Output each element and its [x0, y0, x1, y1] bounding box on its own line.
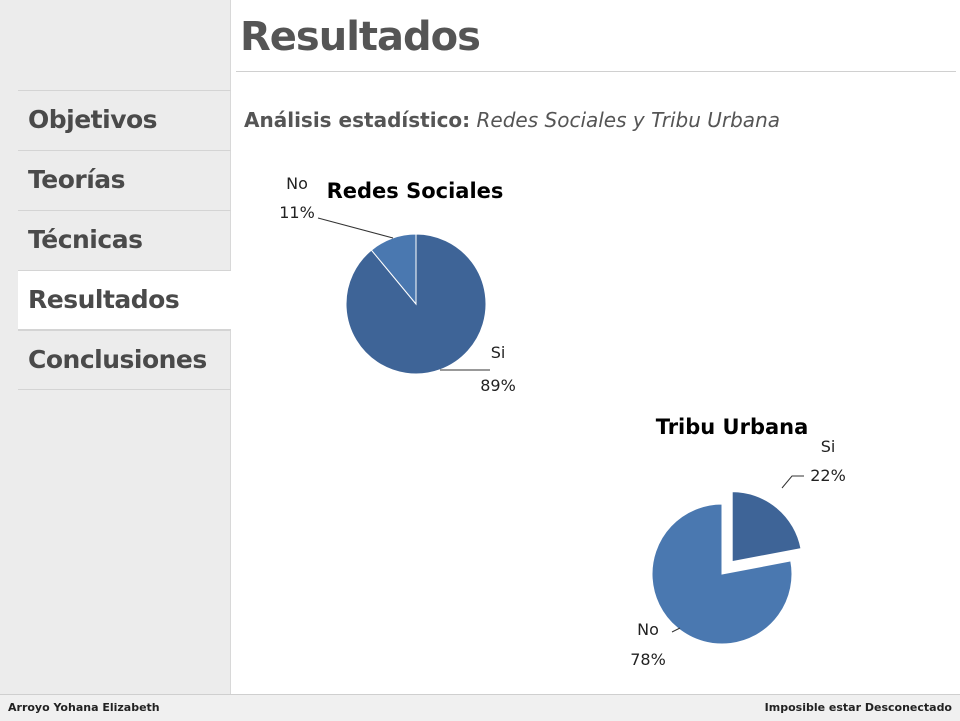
footer-tagline: Imposible estar Desconectado	[764, 701, 952, 714]
footer: Arroyo Yohana Elizabeth Imposible estar …	[0, 694, 960, 721]
sidebar-nav: Objetivos Teorías Técnicas Resultados Co…	[18, 90, 231, 390]
tribu-urbana-leader-si	[781, 475, 804, 489]
page-title: Resultados	[240, 14, 481, 60]
tribu-urbana-leader-no	[671, 627, 681, 633]
tribu-urbana-label-percent-no: 78%	[630, 650, 666, 669]
redes-sociales-label-category-si: Si	[491, 343, 506, 362]
tribu-urbana-label-category-no: No	[637, 620, 659, 639]
tribu-urbana-label-percent-si: 22%	[810, 466, 846, 485]
footer-author: Arroyo Yohana Elizabeth	[8, 701, 160, 714]
subtitle: Análisis estadístico: Redes Sociales y T…	[244, 108, 780, 132]
redes-sociales-label-percent-si: 89%	[480, 376, 516, 395]
nav-item-tecnicas[interactable]: Técnicas	[18, 210, 231, 270]
title-divider	[236, 71, 956, 72]
subtitle-value: Redes Sociales y Tribu Urbana	[476, 108, 780, 132]
nav-item-conclusiones[interactable]: Conclusiones	[18, 330, 231, 390]
tribu-urbana-slice-si	[731, 491, 802, 563]
nav-item-resultados[interactable]: Resultados	[18, 270, 231, 330]
redes-sociales-title: Redes Sociales	[327, 179, 504, 203]
sidebar: Objetivos Teorías Técnicas Resultados Co…	[0, 0, 231, 694]
tribu-urbana-slice-no	[651, 503, 793, 645]
tribu-urbana-title: Tribu Urbana	[656, 415, 809, 439]
redes-sociales-label-percent-no: 11%	[279, 203, 315, 222]
subtitle-label: Análisis estadístico:	[244, 108, 471, 132]
redes-sociales-label-category-no: No	[286, 174, 308, 193]
nav-item-objetivos[interactable]: Objetivos	[18, 90, 231, 150]
nav-item-teorias[interactable]: Teorías	[18, 150, 231, 210]
tribu-urbana-label-category-si: Si	[821, 437, 836, 456]
redes-sociales-leader-no	[317, 217, 394, 239]
